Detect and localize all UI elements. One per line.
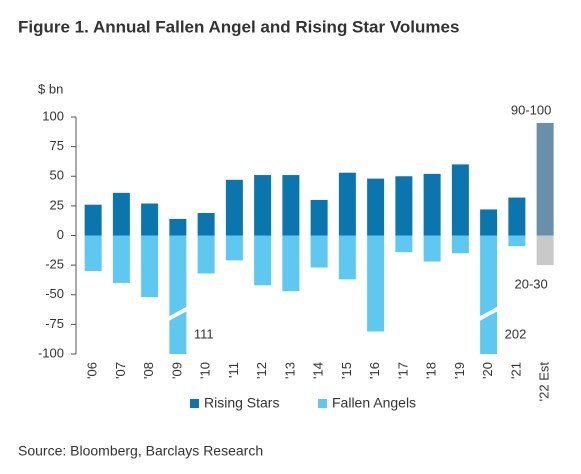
bar — [225, 179, 243, 236]
y-tick-label: 50 — [50, 168, 64, 183]
x-tick-label: '10 — [198, 362, 213, 379]
x-tick-label: '14 — [311, 362, 326, 379]
x-tick-label: '11 — [226, 362, 241, 378]
bar — [141, 203, 159, 236]
x-tick-label: '19 — [452, 362, 467, 379]
x-tick-label: '22 Est — [537, 362, 552, 402]
bar — [451, 164, 469, 236]
y-tick-label: 75 — [50, 138, 64, 153]
y-tick-label: -100 — [38, 345, 64, 360]
y-tick-label: -75 — [45, 316, 64, 331]
axis-break — [476, 305, 501, 322]
bar — [367, 178, 385, 236]
bar — [536, 122, 554, 236]
bar — [254, 235, 272, 286]
value-label: 90-100 — [511, 102, 551, 117]
x-tick-label: '08 — [141, 362, 156, 379]
axis-break — [165, 305, 190, 322]
x-tick-label: '18 — [424, 362, 439, 379]
source: Source: Bloomberg, Barclays Research — [18, 443, 263, 459]
bar — [338, 172, 356, 236]
x-tick-label: '12 — [254, 362, 269, 379]
bar — [508, 235, 526, 247]
bar — [112, 235, 130, 283]
legend-swatch — [318, 399, 327, 408]
bar — [367, 235, 385, 332]
bar — [508, 197, 526, 236]
legend-label: Rising Stars — [204, 395, 279, 411]
bar — [480, 235, 498, 354]
x-tick-label: '16 — [367, 362, 382, 379]
plot-area — [84, 122, 554, 354]
x-tick-label: '06 — [85, 362, 100, 379]
bar — [84, 204, 102, 236]
x-tick-label: '09 — [169, 362, 184, 379]
bar — [141, 235, 159, 298]
value-label: 202 — [505, 326, 527, 341]
bar — [282, 235, 300, 292]
legend-label: Fallen Angels — [332, 395, 416, 411]
x-tick-label: '21 — [508, 362, 523, 379]
bar — [225, 235, 243, 261]
bar — [423, 235, 441, 262]
bar — [310, 199, 328, 236]
bar — [197, 212, 215, 236]
bar — [310, 235, 328, 268]
y-axis-label: $ bn — [38, 81, 63, 96]
bar — [395, 235, 413, 253]
bar — [282, 175, 300, 236]
y-tick-label: -50 — [45, 286, 64, 301]
bar — [112, 192, 130, 236]
x-tick-label: '20 — [480, 362, 495, 379]
bar — [169, 235, 187, 354]
y-tick-label: 25 — [50, 197, 64, 212]
bar — [423, 173, 441, 236]
bar — [254, 175, 272, 236]
x-tick-label: '15 — [339, 362, 354, 379]
value-label: 20-30 — [515, 277, 548, 292]
x-tick-label: '07 — [113, 362, 128, 379]
bar — [169, 218, 187, 236]
x-tick-label: '17 — [395, 362, 410, 379]
y-tick-label: 100 — [42, 108, 64, 123]
legend-swatch — [190, 399, 199, 408]
chart-title: Figure 1. Annual Fallen Angel and Rising… — [18, 17, 459, 36]
bar — [338, 235, 356, 280]
value-label: 111 — [194, 326, 214, 341]
bar — [395, 176, 413, 236]
bar — [197, 235, 215, 274]
y-tick-label: -25 — [45, 257, 64, 272]
y-tick-label: 0 — [57, 227, 64, 242]
bar — [480, 209, 498, 236]
bar — [84, 235, 102, 272]
bar — [451, 235, 469, 254]
bar — [536, 235, 554, 266]
x-tick-label: '13 — [282, 362, 297, 379]
